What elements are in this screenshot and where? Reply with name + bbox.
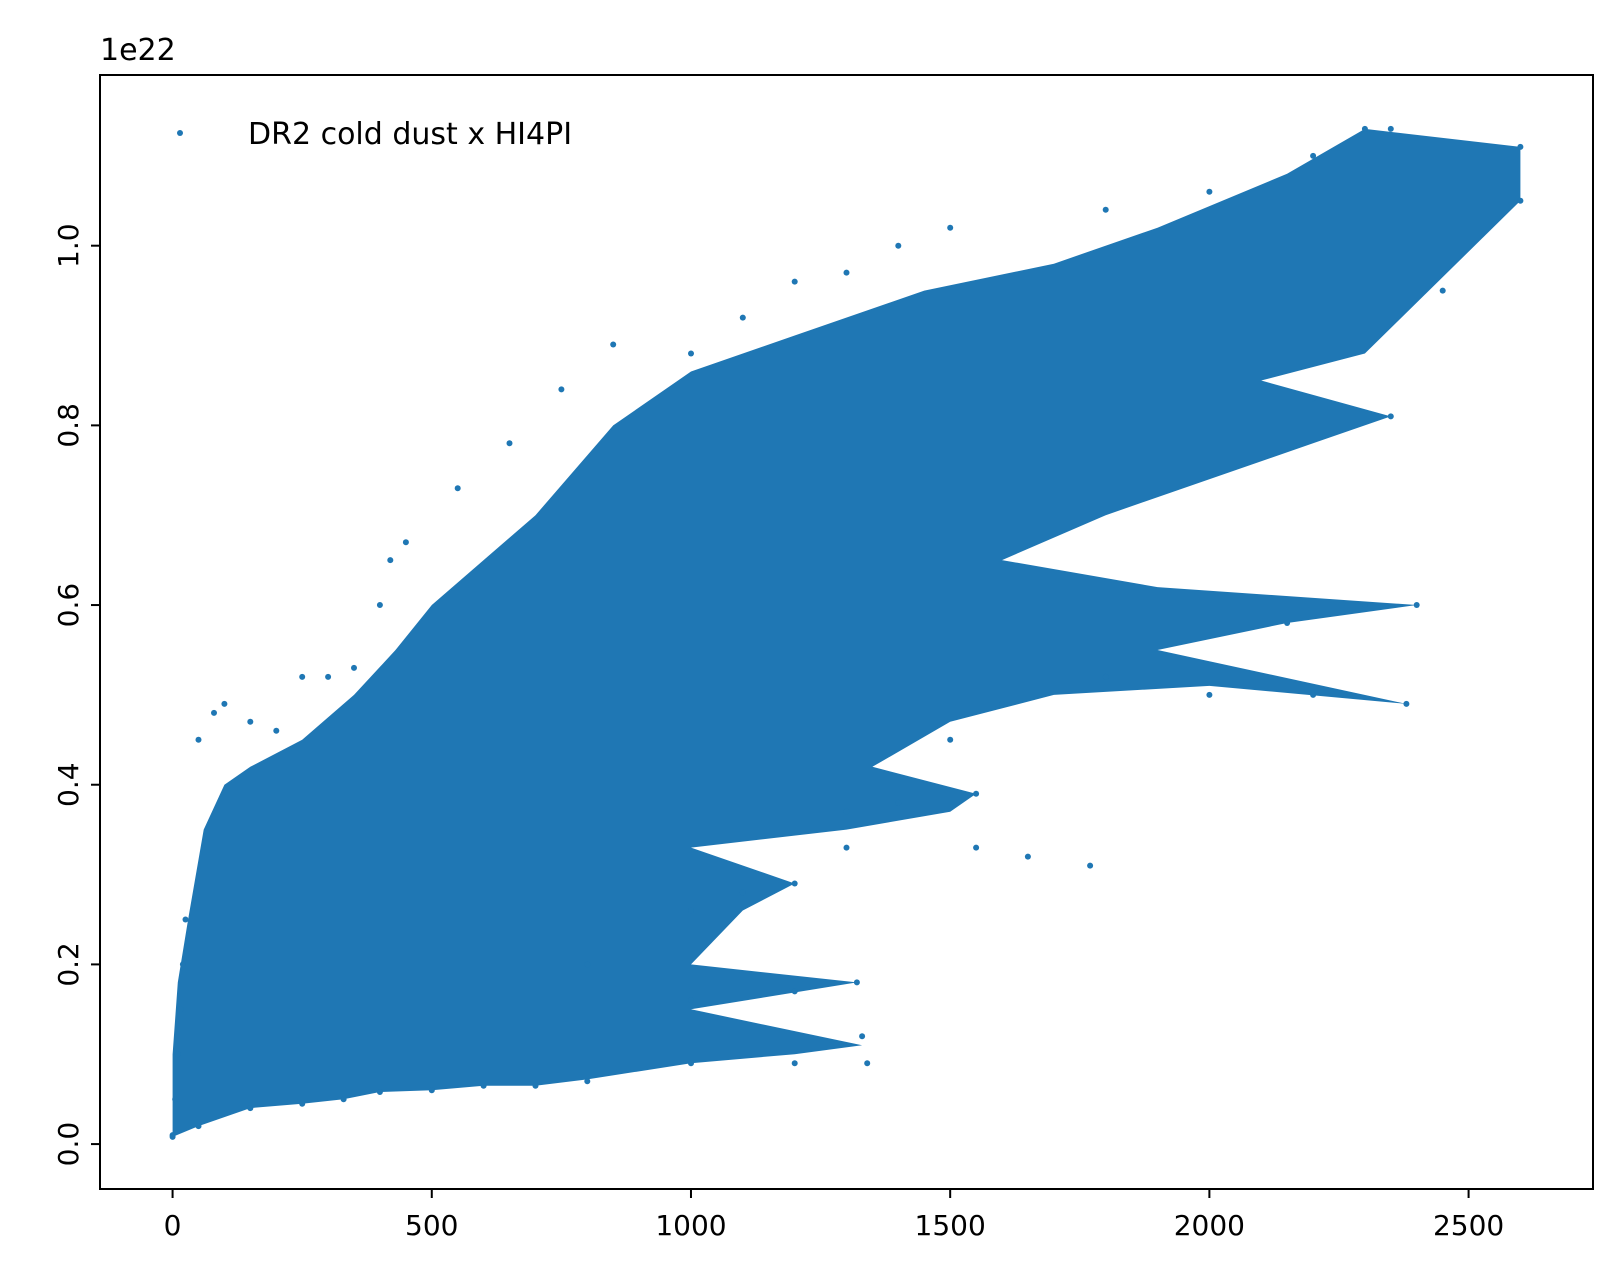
scatter-point: [1310, 395, 1317, 402]
scatter-point: [584, 1078, 591, 1085]
scatter-point: [247, 718, 254, 725]
scatter-point: [428, 1087, 435, 1094]
scatter-point: [895, 242, 902, 249]
scatter-point: [299, 673, 306, 680]
y-tick-label: 0.0: [52, 1122, 85, 1167]
scatter-point: [895, 799, 902, 806]
scatter-point: [1102, 673, 1109, 680]
scatter-point: [1361, 125, 1368, 132]
scatter-point: [532, 1082, 539, 1089]
scatter-point: [506, 440, 513, 447]
scatter-point: [584, 961, 591, 968]
scatter-point: [1439, 287, 1446, 294]
legend: DR2 cold dust x HI4PI: [177, 117, 572, 152]
y-tick-label: 0.4: [52, 762, 85, 807]
scatter-point: [1284, 620, 1291, 626]
scatter-point: [739, 314, 746, 321]
scatter-point: [859, 1033, 866, 1040]
scatter-point: [947, 736, 954, 743]
scatter-point: [791, 278, 798, 285]
scatter-point: [1361, 602, 1368, 608]
scatter-point: [376, 602, 383, 608]
scatter-point: [1310, 152, 1317, 159]
scatter-point: [1517, 197, 1524, 204]
scatter-point: [791, 988, 798, 995]
plot-area: [169, 125, 1524, 1140]
x-tick-label: 0: [164, 1209, 182, 1242]
y-tick-label: 0.6: [52, 583, 85, 628]
scatter-point: [325, 673, 332, 680]
y-tick-label: 0.8: [52, 403, 85, 448]
scatter-point: [739, 889, 746, 896]
scatter-point: [273, 727, 280, 734]
scatter-point-cloud: [172, 128, 1521, 1137]
scatter-point: [174, 1051, 181, 1058]
scatter-point: [1206, 691, 1213, 698]
legend-label: DR2 cold dust x HI4PI: [248, 117, 572, 152]
scatter-point: [843, 808, 850, 815]
scatter-point: [402, 539, 409, 546]
scatter-point: [169, 1133, 176, 1140]
scatter-point: [172, 1096, 179, 1103]
y-tick-label: 0.2: [52, 942, 85, 987]
scatter-point: [454, 485, 461, 492]
scatter-point: [1206, 188, 1213, 195]
scatter-point: [195, 1123, 202, 1130]
scatter-point: [610, 341, 617, 348]
scatter-point: [864, 1060, 871, 1067]
scatter-point: [688, 1060, 694, 1067]
scatter-point: [351, 664, 357, 671]
x-tick-label: 1500: [915, 1209, 986, 1242]
axes-frame: [99, 74, 1594, 1190]
scatter-point: [179, 961, 186, 968]
scatter-point: [1102, 206, 1109, 213]
scatter-point: [843, 269, 850, 276]
scatter-point: [1413, 602, 1420, 608]
scatter-point: [1387, 413, 1394, 420]
scatter-point: [791, 880, 798, 887]
scatter-point: [688, 997, 694, 1004]
scatter-point: [1403, 700, 1410, 707]
scatter-point: [973, 790, 980, 797]
scatter-point: [247, 1105, 254, 1112]
scatter-point: [340, 1096, 347, 1103]
y-axis: 0.0 0.2 0.4 0.6 0.8 1.0: [52, 223, 100, 1166]
scatter-point: [973, 844, 980, 851]
scatter-point: [299, 1100, 306, 1107]
x-tick-label: 2500: [1433, 1209, 1504, 1242]
scatter-point: [221, 700, 228, 707]
scatter-point: [947, 224, 954, 231]
x-axis: 0 500 1000 1500 2000 2500: [164, 1189, 1504, 1242]
scatter-point: [843, 844, 850, 851]
scatter-point: [195, 736, 202, 743]
scatter-point: [791, 1060, 798, 1067]
scatter-point: [688, 907, 694, 914]
scatter-point: [1517, 143, 1524, 150]
scatter-point: [1310, 691, 1317, 698]
legend-marker: [177, 130, 183, 136]
y-offset-label: 1e22: [100, 33, 176, 68]
y-tick-label: 1.0: [52, 223, 85, 268]
scatter-point: [1087, 862, 1094, 869]
scatter-point: [558, 386, 565, 393]
scatter-point: [999, 700, 1005, 707]
scatter-point: [182, 916, 189, 923]
x-tick-label: 500: [405, 1209, 458, 1242]
x-tick-label: 2000: [1174, 1209, 1245, 1242]
x-tick-label: 1000: [655, 1209, 726, 1242]
scatter-point: [387, 557, 394, 564]
scatter-point: [853, 979, 860, 986]
scatter-point: [1024, 853, 1031, 860]
scatter-point: [688, 350, 694, 357]
scatter-point: [376, 1089, 383, 1095]
scatter-point: [1387, 125, 1394, 132]
scatter-point: [211, 709, 217, 716]
scatter-point: [177, 1006, 184, 1013]
scatter-point: [480, 1082, 487, 1089]
